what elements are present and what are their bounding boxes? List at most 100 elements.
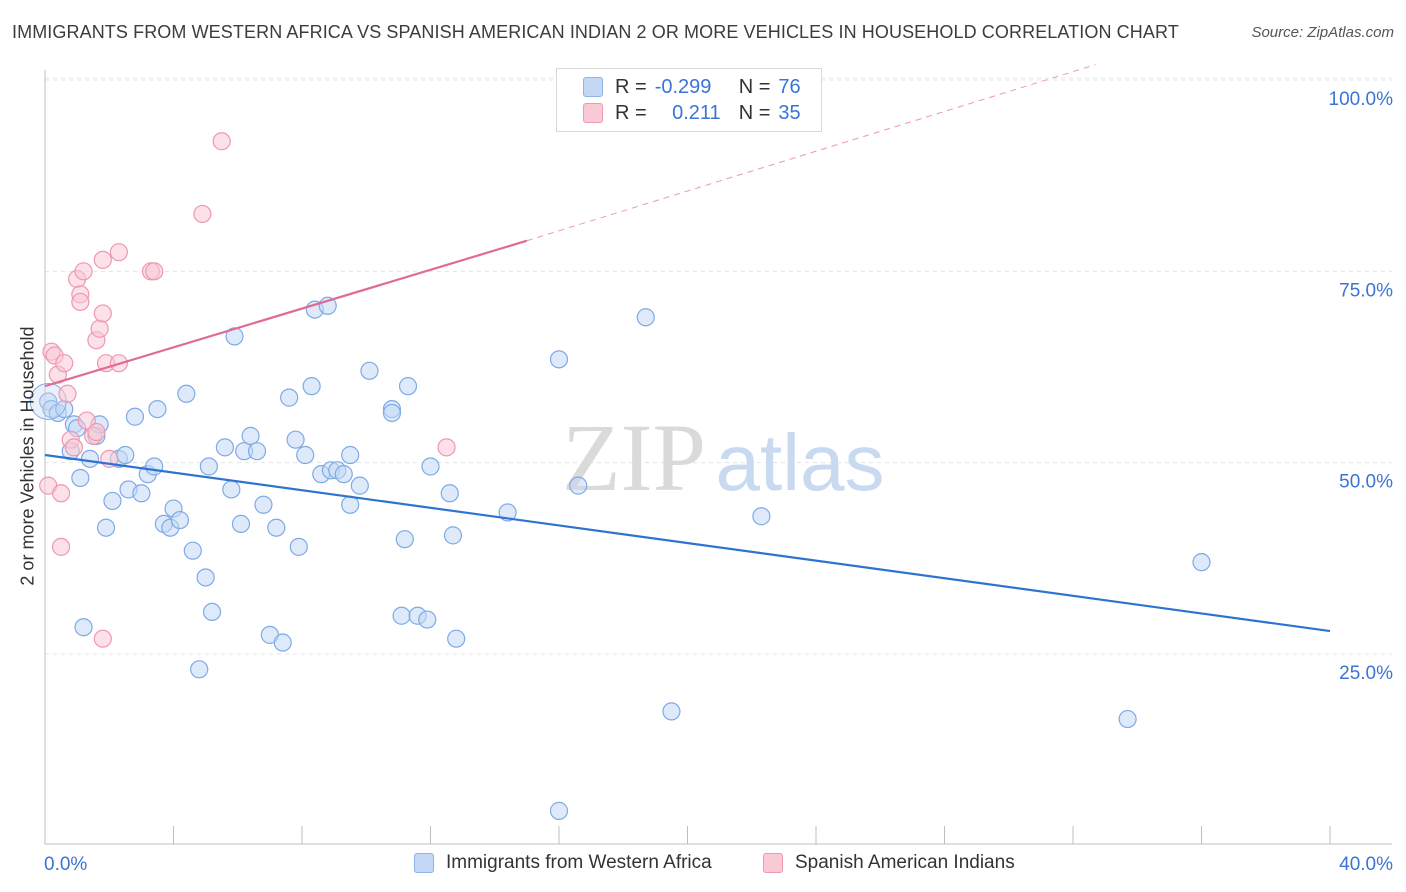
watermark-atlas: atlas bbox=[716, 418, 885, 507]
data-point-western-africa bbox=[96, 518, 116, 537]
data-point-western-africa bbox=[1118, 709, 1137, 729]
data-point-western-africa bbox=[549, 350, 569, 369]
series-spanish-american-indians bbox=[39, 132, 456, 648]
legend-n-label: N = bbox=[738, 75, 771, 98]
series-legend: Immigrants from Western Africa Spanish A… bbox=[0, 852, 1406, 878]
data-point-western-africa bbox=[215, 438, 234, 457]
legend-row-pink: R = 0.211 N = 35 bbox=[583, 100, 801, 126]
data-point-western-africa bbox=[80, 449, 100, 468]
data-point-spanish-american-indians bbox=[55, 354, 74, 373]
y-axis-title: 2 or more Vehicles in Household bbox=[17, 326, 38, 586]
legend-row-blue: R = -0.299 N = 76 bbox=[583, 74, 801, 100]
data-point-western-africa bbox=[334, 465, 353, 484]
data-point-spanish-american-indians bbox=[145, 262, 164, 281]
legend-n-value: 35 bbox=[778, 101, 801, 124]
data-point-western-africa bbox=[71, 468, 90, 488]
data-point-spanish-american-indians bbox=[193, 204, 212, 224]
data-point-western-africa bbox=[549, 801, 569, 820]
data-point-western-africa bbox=[350, 476, 369, 495]
data-point-western-africa bbox=[222, 480, 241, 499]
data-point-western-africa bbox=[443, 526, 463, 545]
labels-layer: 25.0% 50.0% 75.0% 100.0% 0.0% 40.0% bbox=[44, 89, 1393, 875]
data-point-western-africa bbox=[447, 629, 466, 648]
y-tick-label: 25.0% bbox=[1339, 663, 1393, 684]
data-point-western-africa bbox=[103, 491, 122, 511]
data-point-western-africa bbox=[302, 377, 321, 396]
x-tick-label: 0.0% bbox=[44, 854, 87, 875]
data-point-western-africa bbox=[421, 457, 440, 476]
trend-line-extension-spanish-american-indians bbox=[526, 64, 1096, 242]
data-point-western-africa bbox=[148, 399, 167, 419]
data-point-spanish-american-indians bbox=[109, 243, 128, 262]
data-point-western-africa bbox=[254, 495, 273, 514]
data-point-western-africa bbox=[190, 660, 209, 679]
data-point-western-africa bbox=[267, 518, 286, 537]
data-point-western-africa bbox=[199, 457, 218, 476]
data-point-spanish-american-indians bbox=[51, 537, 71, 556]
data-point-spanish-american-indians bbox=[51, 484, 71, 503]
data-point-western-africa bbox=[247, 442, 267, 461]
blue-swatch-icon bbox=[583, 77, 603, 97]
data-point-spanish-american-indians bbox=[71, 292, 90, 312]
data-point-western-africa bbox=[418, 610, 437, 629]
correlation-legend: R = -0.299 N = 76 R = 0.211 N = 35 bbox=[556, 68, 822, 132]
data-point-western-africa bbox=[177, 384, 196, 403]
pink-swatch-icon bbox=[763, 853, 783, 873]
data-point-western-africa bbox=[341, 445, 360, 465]
data-point-western-africa bbox=[202, 602, 222, 622]
watermark: ZIP atlas bbox=[562, 404, 884, 511]
data-point-spanish-american-indians bbox=[58, 384, 77, 403]
data-point-western-africa bbox=[498, 503, 517, 522]
legend-n-value: 76 bbox=[778, 75, 801, 98]
source-label: Source: ZipAtlas.com bbox=[1251, 24, 1394, 41]
legend-item-spanish-american-indians: Spanish American Indians bbox=[763, 852, 1015, 874]
data-point-western-africa bbox=[170, 510, 190, 530]
y-tick-label: 50.0% bbox=[1339, 472, 1393, 493]
axis-layer bbox=[44, 70, 1392, 845]
data-point-western-africa bbox=[125, 407, 145, 426]
data-point-western-africa bbox=[569, 476, 588, 495]
data-point-western-africa bbox=[398, 377, 418, 396]
watermark-zip: ZIP bbox=[562, 404, 706, 511]
data-point-spanish-american-indians bbox=[93, 629, 112, 648]
blue-swatch-icon bbox=[414, 853, 434, 873]
data-point-western-africa bbox=[280, 388, 299, 407]
data-point-western-africa bbox=[116, 445, 135, 465]
chart-title: IMMIGRANTS FROM WESTERN AFRICA VS SPANIS… bbox=[12, 22, 1179, 42]
legend-n-label: N = bbox=[738, 101, 771, 124]
data-point-western-africa bbox=[286, 430, 305, 449]
legend-r-label: R = bbox=[615, 75, 647, 98]
grid-layer bbox=[45, 77, 1392, 655]
data-point-western-africa bbox=[752, 507, 771, 526]
legend-item-label: Immigrants from Western Africa bbox=[446, 852, 712, 873]
data-point-western-africa bbox=[1192, 553, 1211, 572]
data-point-western-africa bbox=[74, 618, 93, 637]
legend-r-label: R = bbox=[615, 101, 647, 124]
data-point-western-africa bbox=[289, 537, 308, 556]
series-western-africa bbox=[29, 296, 1211, 820]
legend-r-value: -0.299 bbox=[654, 75, 712, 98]
data-point-western-africa bbox=[132, 484, 151, 503]
data-point-spanish-american-indians bbox=[87, 422, 106, 442]
trend-line-spanish-american-indians bbox=[44, 239, 528, 388]
data-point-spanish-american-indians bbox=[437, 438, 456, 457]
data-point-western-africa bbox=[395, 530, 414, 549]
data-point-western-africa bbox=[392, 606, 411, 625]
trend-layer bbox=[44, 64, 1331, 633]
y-tick-label: 100.0% bbox=[1329, 89, 1394, 110]
data-point-western-africa bbox=[241, 426, 260, 445]
x-tick-label: 40.0% bbox=[1339, 854, 1393, 875]
data-point-spanish-american-indians bbox=[90, 319, 109, 338]
pink-swatch-icon bbox=[583, 103, 603, 123]
data-point-spanish-american-indians bbox=[93, 304, 112, 323]
data-point-western-africa bbox=[196, 568, 215, 587]
data-point-western-africa bbox=[145, 457, 164, 476]
data-point-spanish-american-indians bbox=[64, 438, 84, 457]
data-point-western-africa bbox=[296, 445, 315, 465]
data-point-western-africa bbox=[440, 484, 459, 503]
data-point-western-africa bbox=[360, 361, 379, 380]
data-point-spanish-american-indians bbox=[212, 132, 231, 151]
legend-r-value: 0.211 bbox=[672, 101, 721, 124]
data-point-western-africa bbox=[636, 308, 655, 327]
